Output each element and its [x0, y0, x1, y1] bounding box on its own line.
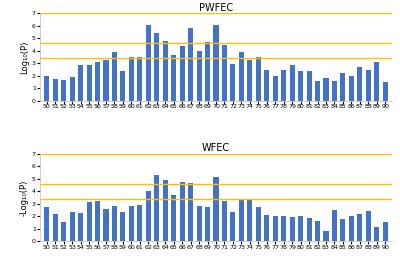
Bar: [171, 195, 176, 241]
Bar: [340, 219, 346, 241]
Bar: [104, 60, 108, 101]
Bar: [340, 73, 346, 101]
Bar: [332, 210, 337, 241]
Bar: [44, 76, 49, 101]
Bar: [205, 207, 210, 241]
Bar: [61, 80, 66, 101]
Bar: [137, 57, 142, 101]
Bar: [357, 67, 362, 101]
Bar: [120, 213, 126, 241]
Bar: [154, 176, 159, 241]
Bar: [306, 218, 312, 241]
Bar: [239, 52, 244, 101]
Y-axis label: Log₁₀(P): Log₁₀(P): [20, 40, 29, 74]
Bar: [273, 76, 278, 101]
Bar: [70, 212, 75, 241]
Bar: [70, 77, 75, 101]
Bar: [256, 57, 261, 101]
Bar: [154, 34, 159, 101]
Bar: [120, 71, 126, 101]
Bar: [214, 177, 218, 241]
Bar: [230, 212, 236, 241]
Bar: [112, 52, 117, 101]
Bar: [332, 81, 337, 101]
Bar: [95, 62, 100, 101]
Bar: [180, 182, 185, 241]
Bar: [78, 213, 83, 241]
Bar: [137, 205, 142, 241]
Bar: [196, 51, 202, 101]
Bar: [222, 201, 227, 241]
Bar: [78, 65, 83, 101]
Bar: [163, 41, 168, 101]
Bar: [298, 71, 303, 101]
Bar: [366, 211, 371, 241]
Bar: [366, 70, 371, 101]
Bar: [290, 217, 295, 241]
Bar: [214, 25, 218, 101]
Bar: [298, 216, 303, 241]
Bar: [188, 28, 193, 101]
Bar: [205, 42, 210, 101]
Bar: [222, 45, 227, 101]
Bar: [196, 206, 202, 241]
Bar: [61, 222, 66, 241]
Bar: [315, 221, 320, 241]
Bar: [256, 207, 261, 241]
Bar: [239, 199, 244, 241]
Bar: [290, 65, 295, 101]
Bar: [281, 216, 286, 241]
Bar: [163, 180, 168, 241]
Bar: [349, 215, 354, 241]
Bar: [374, 62, 379, 101]
Title: PWFEC: PWFEC: [199, 3, 233, 13]
Bar: [324, 79, 328, 101]
Bar: [112, 206, 117, 241]
Bar: [264, 215, 269, 241]
Bar: [349, 76, 354, 101]
Bar: [306, 71, 312, 101]
Bar: [53, 79, 58, 101]
Bar: [281, 70, 286, 101]
Bar: [171, 55, 176, 101]
Bar: [383, 82, 388, 101]
Bar: [188, 183, 193, 241]
Bar: [273, 216, 278, 241]
Y-axis label: -Log₁₀(P): -Log₁₀(P): [20, 179, 29, 215]
Bar: [146, 25, 151, 101]
Bar: [247, 199, 252, 241]
Bar: [374, 228, 379, 241]
Bar: [129, 57, 134, 101]
Bar: [357, 214, 362, 241]
Bar: [44, 207, 49, 241]
Bar: [86, 202, 92, 241]
Bar: [247, 60, 252, 101]
Bar: [315, 81, 320, 101]
Bar: [104, 209, 108, 241]
Bar: [264, 70, 269, 101]
Bar: [95, 201, 100, 241]
Bar: [53, 214, 58, 241]
Bar: [86, 65, 92, 101]
Bar: [230, 64, 236, 101]
Bar: [180, 46, 185, 101]
Bar: [324, 230, 328, 241]
Bar: [129, 206, 134, 241]
Bar: [146, 191, 151, 241]
Title: WFEC: WFEC: [202, 143, 230, 153]
Bar: [383, 222, 388, 241]
